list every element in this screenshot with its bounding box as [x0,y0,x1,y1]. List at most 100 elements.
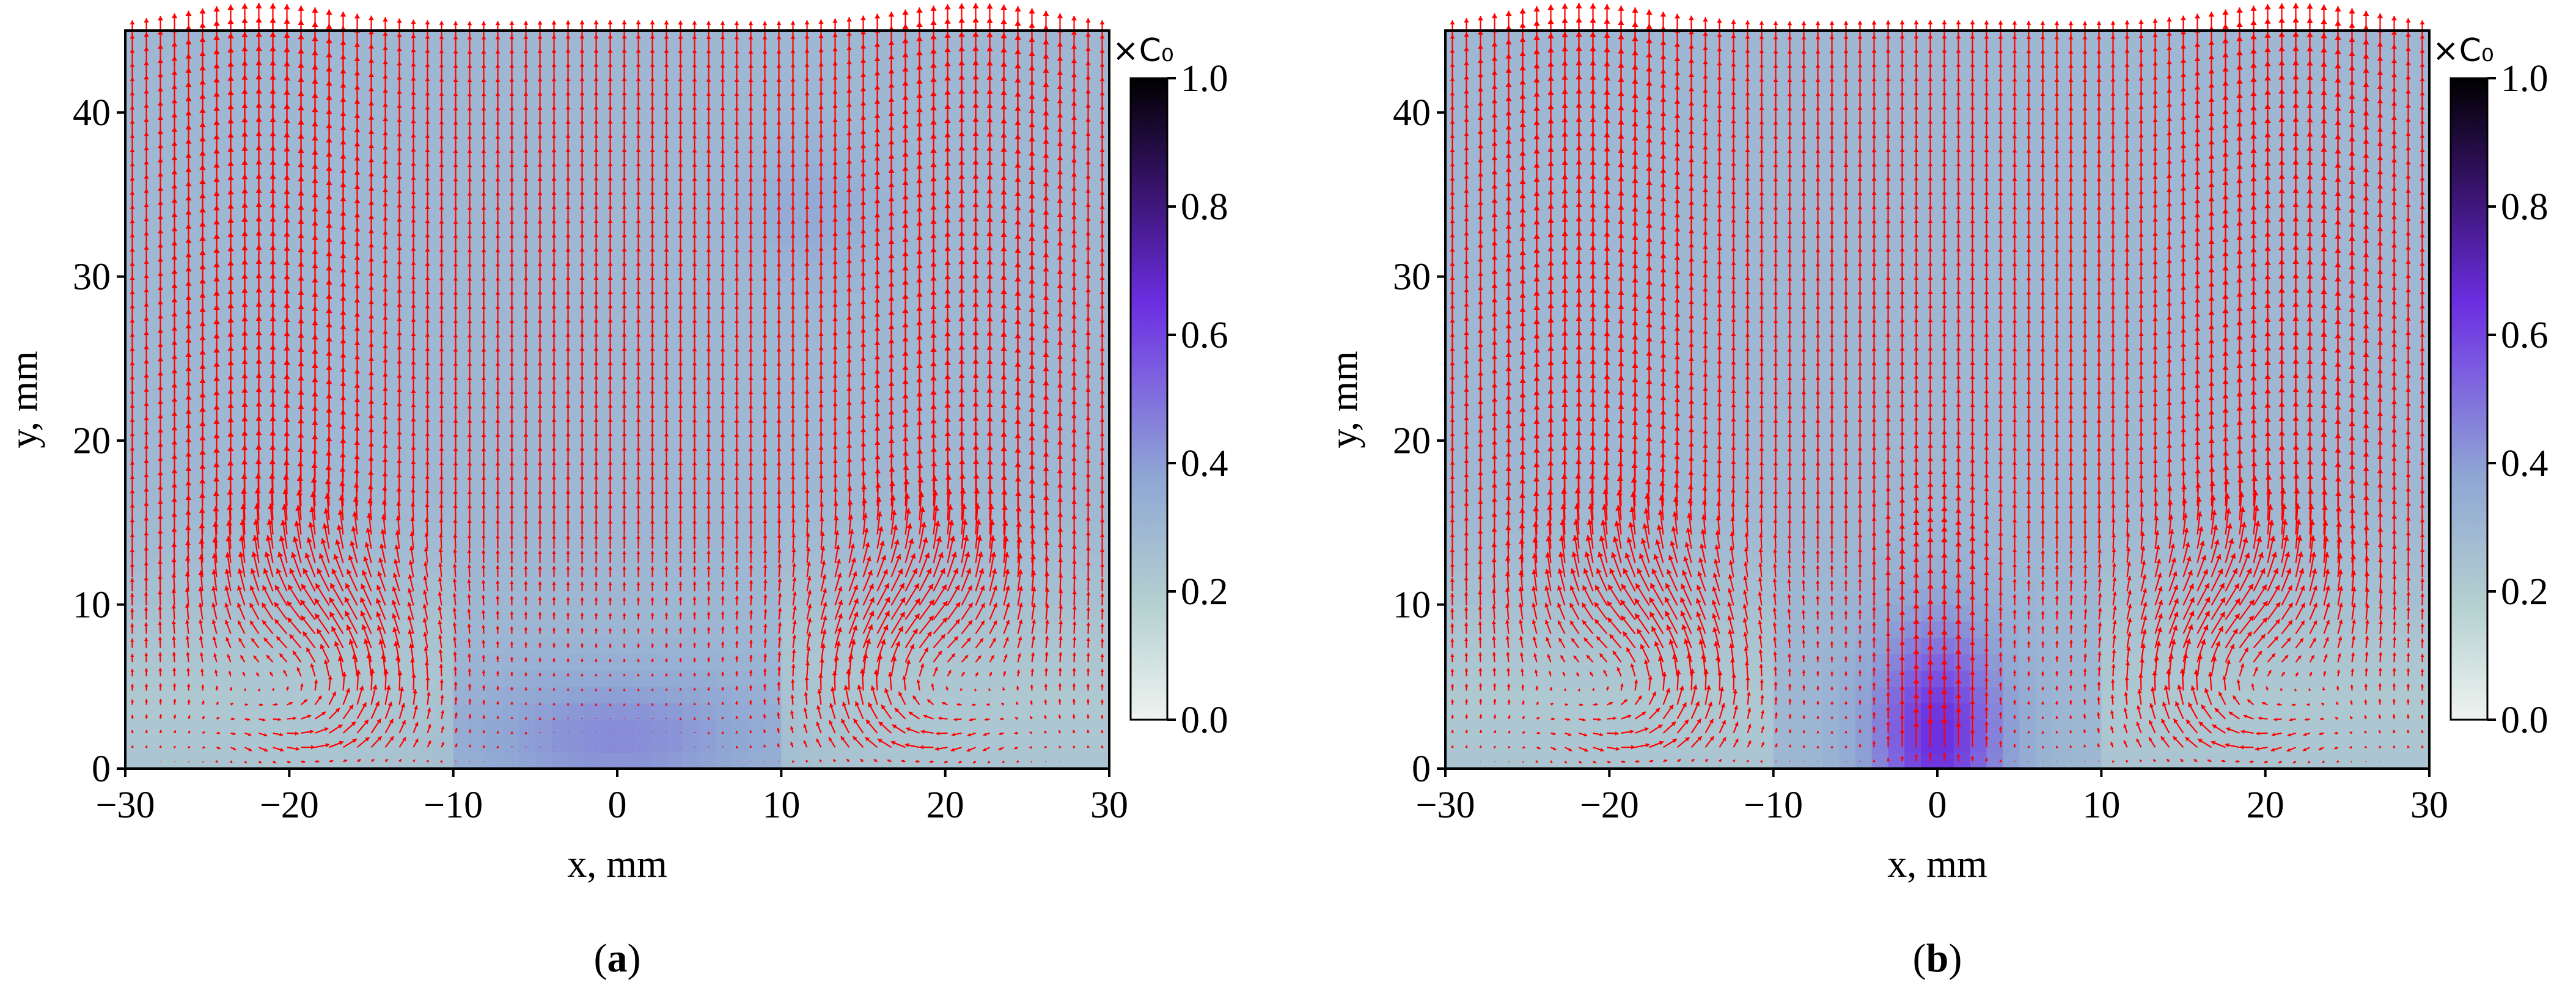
heat-cell [453,752,471,769]
heat-cell [240,194,257,211]
heat-cell [617,621,634,638]
heat-cell [978,687,995,704]
heat-cell [1027,703,1044,720]
heat-cell [1027,736,1044,753]
heat-cell [289,637,306,654]
heat-cell [519,260,536,277]
heat-cell [978,47,995,64]
heat-cell [207,326,224,343]
heat-cell [978,736,995,753]
heat-cell [142,96,159,113]
heat-cell [1027,474,1044,491]
heat-cell [732,408,749,425]
heat-cell [142,654,159,671]
heat-cell [387,112,405,130]
heat-cell [322,474,339,491]
heat-cell [1027,129,1044,146]
heat-cell [584,522,601,539]
heat-cell [125,408,142,425]
heat-cell [683,129,700,146]
heat-cell [634,474,651,491]
heat-cell [716,441,733,458]
heat-cell [191,424,208,441]
heat-cell [502,162,519,179]
heat-cell [519,326,536,343]
heat-cell [732,309,749,326]
heat-cell [601,408,618,425]
heat-cell [404,605,421,622]
heat-cell [1027,293,1044,310]
heat-cell [535,621,552,638]
heat-cell [125,211,142,228]
heat-cell [634,96,651,113]
heat-cell [355,736,372,753]
heat-cell [879,326,897,343]
heat-cell [978,129,995,146]
heat-cell [716,588,733,605]
heat-cell [781,474,798,491]
heat-cell [306,720,323,737]
heat-cell [387,605,405,622]
heat-cell [732,441,749,458]
heat-cell [175,752,192,769]
heat-cell [1027,490,1044,507]
heat-cell [781,145,798,163]
heat-cell [601,588,618,605]
heat-cell [978,277,995,294]
heat-cell [420,145,438,163]
heat-cell [617,736,634,753]
heat-cell [781,244,798,261]
heat-cell [634,736,651,753]
heat-cell [470,720,487,737]
heat-cell [486,342,503,359]
heat-cell [716,112,733,130]
heat-cell [1076,424,1093,441]
heat-cell [502,326,519,343]
heat-cell [535,211,552,228]
heat-cell [584,572,601,589]
heat-cell [486,80,503,97]
heat-cell [535,522,552,539]
heat-cell [798,145,815,163]
heat-cell [716,309,733,326]
heat-cell [584,359,601,376]
heat-cell [535,359,552,376]
heat-cell [1027,375,1044,392]
heat-cell [994,736,1011,753]
heat-cell [699,145,716,163]
heat-cell [1076,490,1093,507]
heat-cell [716,244,733,261]
heat-cell [387,474,405,491]
heat-cell [617,359,634,376]
heat-cell [1060,736,1077,753]
heat-cell [437,703,454,720]
heat-cell [814,260,831,277]
heat-cell [716,605,733,622]
heat-cell [142,293,159,310]
heat-cell [289,260,306,277]
heat-cell [1076,637,1093,654]
heat-cell [584,96,601,113]
heat-cell [289,490,306,507]
heat-cell [240,293,257,310]
heat-cell [732,572,749,589]
heat-cell [781,326,798,343]
heat-cell [584,555,601,572]
heat-cell [486,736,503,753]
heat-cell [519,522,536,539]
heat-cell [339,260,356,277]
heat-cell [617,522,634,539]
heat-cell [650,736,667,753]
heat-cell [289,145,306,163]
heat-cell [289,752,306,769]
heat-cell [191,80,208,97]
heat-cell [584,392,601,409]
heat-cell [683,277,700,294]
heat-cell [142,720,159,737]
heat-cell [814,720,831,737]
heat-cell [929,441,946,458]
heat-cell [798,96,815,113]
heat-cell [912,687,930,704]
heat-cell [831,293,848,310]
heat-cell [1076,342,1093,359]
